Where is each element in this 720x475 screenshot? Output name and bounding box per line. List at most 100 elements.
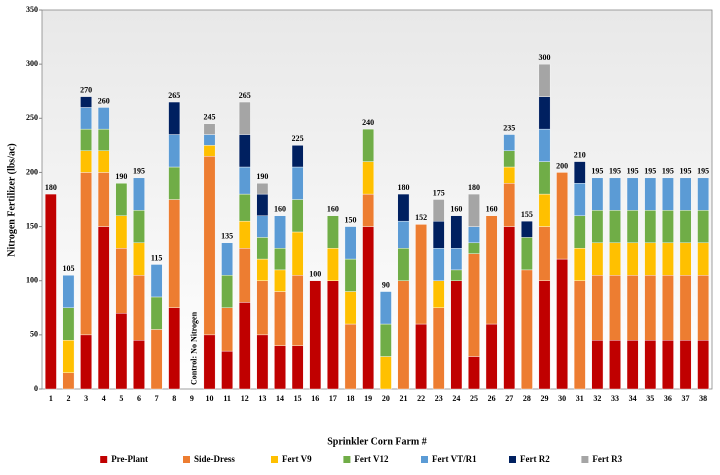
bar-segment xyxy=(203,155,216,336)
x-tick-label: 31 xyxy=(576,394,584,403)
x-tick-label: 7 xyxy=(155,394,159,403)
x-tick-label: 4 xyxy=(102,394,106,403)
bar-segment xyxy=(274,248,286,271)
bar-segment xyxy=(609,242,621,276)
legend-swatch xyxy=(509,456,516,463)
bar-segment xyxy=(432,199,445,222)
legend-label: Fert V9 xyxy=(282,454,312,464)
total-label: 195 xyxy=(697,167,709,176)
legend-label: Side-Dress xyxy=(194,454,235,464)
total-label: 180 xyxy=(468,183,480,192)
bar-segment xyxy=(644,210,657,244)
total-label: 160 xyxy=(486,205,498,214)
bar-segment xyxy=(432,307,445,390)
bar-segment xyxy=(379,323,392,357)
bar-segment xyxy=(62,275,75,308)
total-label: 200 xyxy=(556,161,568,170)
total-label: 105 xyxy=(62,264,74,273)
bar-segment xyxy=(80,96,92,108)
bar-segment xyxy=(327,280,339,390)
bar-segment xyxy=(80,150,92,173)
legend-swatch xyxy=(581,456,589,463)
x-tick-label: 30 xyxy=(558,394,566,403)
legend-swatch xyxy=(343,456,351,463)
total-label: 260 xyxy=(98,96,110,105)
bar-segment xyxy=(203,134,216,146)
total-label: 300 xyxy=(539,53,551,62)
bar-segment xyxy=(97,107,110,130)
x-tick-label: 6 xyxy=(137,394,141,403)
annotation: Control: No Nitrogen xyxy=(190,311,199,385)
bar-segment xyxy=(468,193,480,227)
x-tick-label: 18 xyxy=(347,394,355,403)
bar-segment xyxy=(415,323,427,390)
bar-segment xyxy=(133,177,145,211)
bar-segment xyxy=(150,264,163,298)
total-label: 100 xyxy=(309,270,321,279)
bar-segment xyxy=(697,340,710,390)
x-tick-label: 36 xyxy=(664,394,672,403)
bar-segment xyxy=(274,345,286,390)
bar-segment xyxy=(432,280,445,308)
x-tick-label: 38 xyxy=(699,394,707,403)
x-tick-label: 26 xyxy=(488,394,496,403)
x-tick-label: 22 xyxy=(417,394,425,403)
bar-segment xyxy=(644,177,657,211)
total-label: 150 xyxy=(345,215,357,224)
x-tick-label: 21 xyxy=(399,394,407,403)
y-tick-label: 200 xyxy=(26,167,38,176)
bar-segment xyxy=(591,275,604,341)
bar-segment xyxy=(256,215,269,238)
bar-segment xyxy=(97,226,110,390)
bar-segment xyxy=(115,313,128,390)
total-label: 225 xyxy=(292,134,304,143)
x-axis-title: Sprinkler Corn Farm # xyxy=(327,436,427,447)
bar-segment xyxy=(256,280,269,336)
y-tick-label: 50 xyxy=(30,330,38,339)
total-label: 265 xyxy=(239,91,251,100)
x-tick-label: 25 xyxy=(470,394,478,403)
bar-segment xyxy=(309,280,322,390)
bar-segment xyxy=(256,334,269,390)
bar-segment xyxy=(485,323,498,390)
bar-segment xyxy=(697,210,710,244)
bar-segment xyxy=(662,275,674,341)
x-tick-label: 23 xyxy=(435,394,443,403)
total-label: 235 xyxy=(503,123,515,132)
total-label: 195 xyxy=(627,167,639,176)
bar-segment xyxy=(538,63,551,97)
bar-segment xyxy=(291,166,304,200)
bar-segment xyxy=(150,329,163,390)
bar-segment xyxy=(327,248,339,281)
y-tick-label: 100 xyxy=(26,276,38,285)
total-label: 195 xyxy=(133,167,145,176)
total-label: 90 xyxy=(382,280,390,289)
bar-segment xyxy=(538,193,551,227)
bar-segment xyxy=(133,340,145,390)
bar-segment xyxy=(662,210,674,244)
bar-segment xyxy=(291,275,304,346)
bar-segment xyxy=(573,248,586,281)
bar-segment xyxy=(256,258,269,281)
bar-segment xyxy=(679,177,692,211)
bar-segment xyxy=(62,340,75,373)
bar-segment xyxy=(609,177,621,211)
bar-segment xyxy=(62,372,75,390)
bar-segment xyxy=(521,237,533,271)
bar-segment xyxy=(362,193,375,227)
bar-segment xyxy=(150,296,163,330)
total-label: 195 xyxy=(662,167,674,176)
bar-segment xyxy=(626,242,639,276)
bar-segment xyxy=(538,161,551,195)
total-label: 160 xyxy=(327,205,339,214)
bar-segment xyxy=(168,307,181,390)
legend-label: Pre-Plant xyxy=(111,454,148,464)
bar-segment xyxy=(80,107,92,130)
bar-segment xyxy=(362,128,375,162)
x-tick-label: 33 xyxy=(611,394,619,403)
bar-segment xyxy=(397,280,410,390)
bar-segment xyxy=(80,128,92,151)
bar-segment xyxy=(468,242,480,254)
y-tick-label: 250 xyxy=(26,113,38,122)
bar-segment xyxy=(256,183,269,195)
